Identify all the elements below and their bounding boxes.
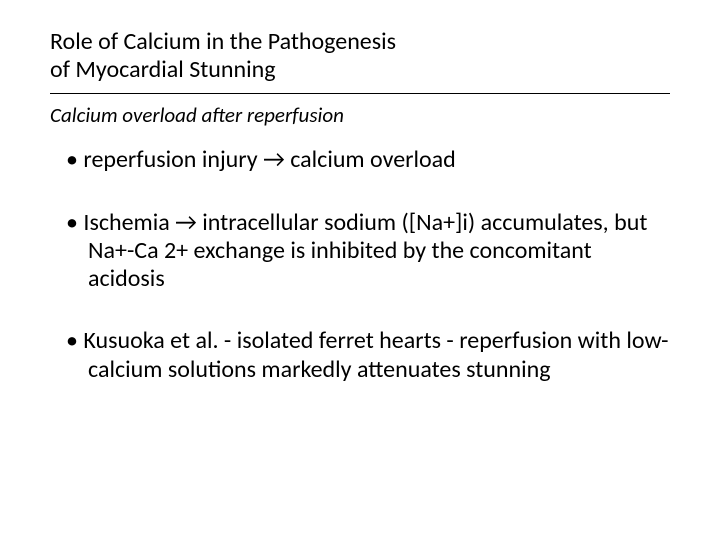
- title-line-2: of Myocardial Stunning: [50, 55, 276, 84]
- list-item: Kusuoka et al. - isolated ferret hearts …: [50, 327, 670, 384]
- bullet-list: reperfusion injury → calcium overload Is…: [50, 146, 670, 384]
- slide-subtitle: Calcium overload after reperfusion: [50, 102, 670, 128]
- title-line-1: Role of Calcium in the Pathogenesis: [50, 27, 396, 56]
- title-divider: [50, 93, 670, 94]
- list-item: reperfusion injury → calcium overload: [50, 146, 670, 174]
- list-item: Ischemia → intracellular sodium ([Na+]i)…: [50, 209, 670, 294]
- slide-title: Role of Calcium in the Pathogenesis of M…: [50, 28, 670, 83]
